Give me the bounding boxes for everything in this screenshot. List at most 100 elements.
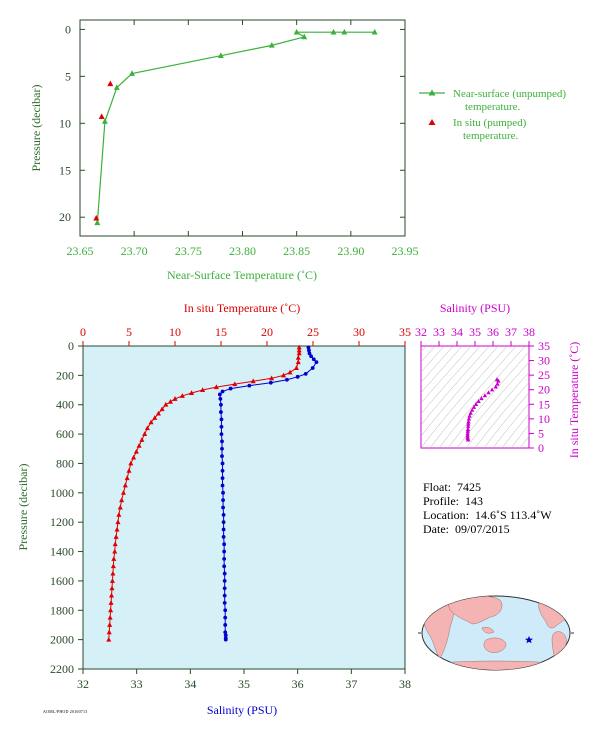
salinity-point [309,354,313,359]
temperature-point [128,460,134,466]
ts-point [465,431,470,436]
float-label: Float: [423,480,452,494]
salinity-point [307,348,311,353]
ts-point [468,410,473,415]
temperature-point [142,431,148,437]
salinity-point [295,374,300,379]
temp-tick-label: 10 [169,325,181,339]
legend-unpumped-line2: temperature. [465,101,521,113]
ts-point [465,426,471,432]
salinity-point [220,461,225,466]
near-surface-point [129,70,135,76]
temperature-point [163,401,169,407]
ts-point [473,401,479,406]
float-info: Float: 7425 Profile: 143 Location: 14.6˚S 1… [423,480,552,536]
profile-y-axis-title: Pressure (decibar) [16,464,30,551]
ts-point [493,384,498,389]
salinity-point [220,389,225,394]
temperature-point [110,570,116,576]
salinity-point [222,579,227,583]
date-value: 09/07/2015 [455,522,510,536]
temperature-point [112,541,118,547]
near-surface-point [217,52,224,58]
salinity-point [223,615,228,620]
ts-point [494,377,500,382]
salinity-point [223,633,228,638]
salinity-point [217,392,222,397]
salinity-point [219,402,223,407]
temperature-point [133,448,139,454]
legend-red-triangle-icon [428,119,436,125]
y-tick-label: 20 [59,210,71,224]
x-tick-label: 23.70 [121,244,148,258]
ts-point [476,398,481,404]
pressure-tick-label: 0 [68,339,74,353]
salinity-tick-label: 33 [131,677,143,691]
location-label: Location: [423,508,469,522]
temperature-point [155,410,161,416]
temp-tick-label: 0 [80,325,86,339]
temperature-point [136,443,142,448]
salinity-point [222,549,227,554]
near-surface-point [341,28,348,35]
ts-temp-tick-label: 30 [538,354,550,368]
ts-temp-tick-label: 20 [538,383,550,397]
x-tick-label: 23.75 [175,244,202,258]
temperature-point [296,347,302,353]
near-surface-x-axis-title: Near-Surface Temperature (˚C) [167,268,317,282]
x-tick-label: 23.65 [67,244,94,258]
pressure-tick-label: 1200 [50,515,74,529]
location-value: 14.6˚S 113.4˚W [474,508,552,522]
salinity-tick-label: 35 [238,677,250,691]
ts-plot-frame [420,345,530,449]
near-surface-point [371,28,378,35]
legend-pumped-line1: In situ (pumped) [453,117,527,129]
density-contour [421,346,508,448]
temperature-point [124,475,130,481]
salinity-point [219,410,223,414]
legend-green-triangle-icon [428,89,436,96]
density-contour [501,413,529,448]
salinity-point [222,593,227,598]
density-contour [438,346,526,448]
ts-point [466,416,472,421]
near-surface-point [330,28,337,35]
ts-point [466,421,471,426]
profile-ticks: 0 5 10 15 20 25 30 35 32 33 34 35 36 37 38 0 200 400 600 80… [50,325,411,691]
density-contour [492,402,529,448]
near-surface-plot-frame [79,19,406,237]
density-contour [474,382,529,448]
ts-salinity-tick-label: 35 [469,325,481,339]
temperature-point [232,381,238,387]
temperature-point [269,375,275,381]
temperature-point [114,526,120,532]
ts-point [467,413,472,418]
salinity-point [222,564,227,569]
profile-series [106,344,319,642]
salinity-tick-label: 34 [184,677,196,691]
temperature-point [296,344,302,350]
salinity-point [222,556,227,561]
ts-point [479,396,484,401]
legend-pumped-line2: temperature. [463,130,519,142]
ts-point [471,404,477,409]
pressure-tick-label: 1800 [50,603,74,617]
footer-credit: AOML/PHOD 20160713 [43,709,88,714]
temperature-point [200,387,206,393]
salinity-point [220,446,224,451]
pressure-tick-label: 800 [56,456,74,470]
ts-temp-tick-label: 10 [538,412,550,426]
ts-point [466,419,471,424]
temperature-point [116,512,122,517]
near-surface-point [268,42,275,48]
temperature-point [172,396,178,401]
salinity-point [219,417,224,422]
ts-salinity-tick-label: 33 [433,325,445,339]
temperature-point [296,350,302,356]
pumped-point [93,214,100,221]
ts-top-axis-title: Salinity (PSU) [440,301,510,315]
temperature-point [122,482,128,488]
ts-salinity-tick-label: 38 [523,325,535,339]
salinity-point [221,490,225,495]
